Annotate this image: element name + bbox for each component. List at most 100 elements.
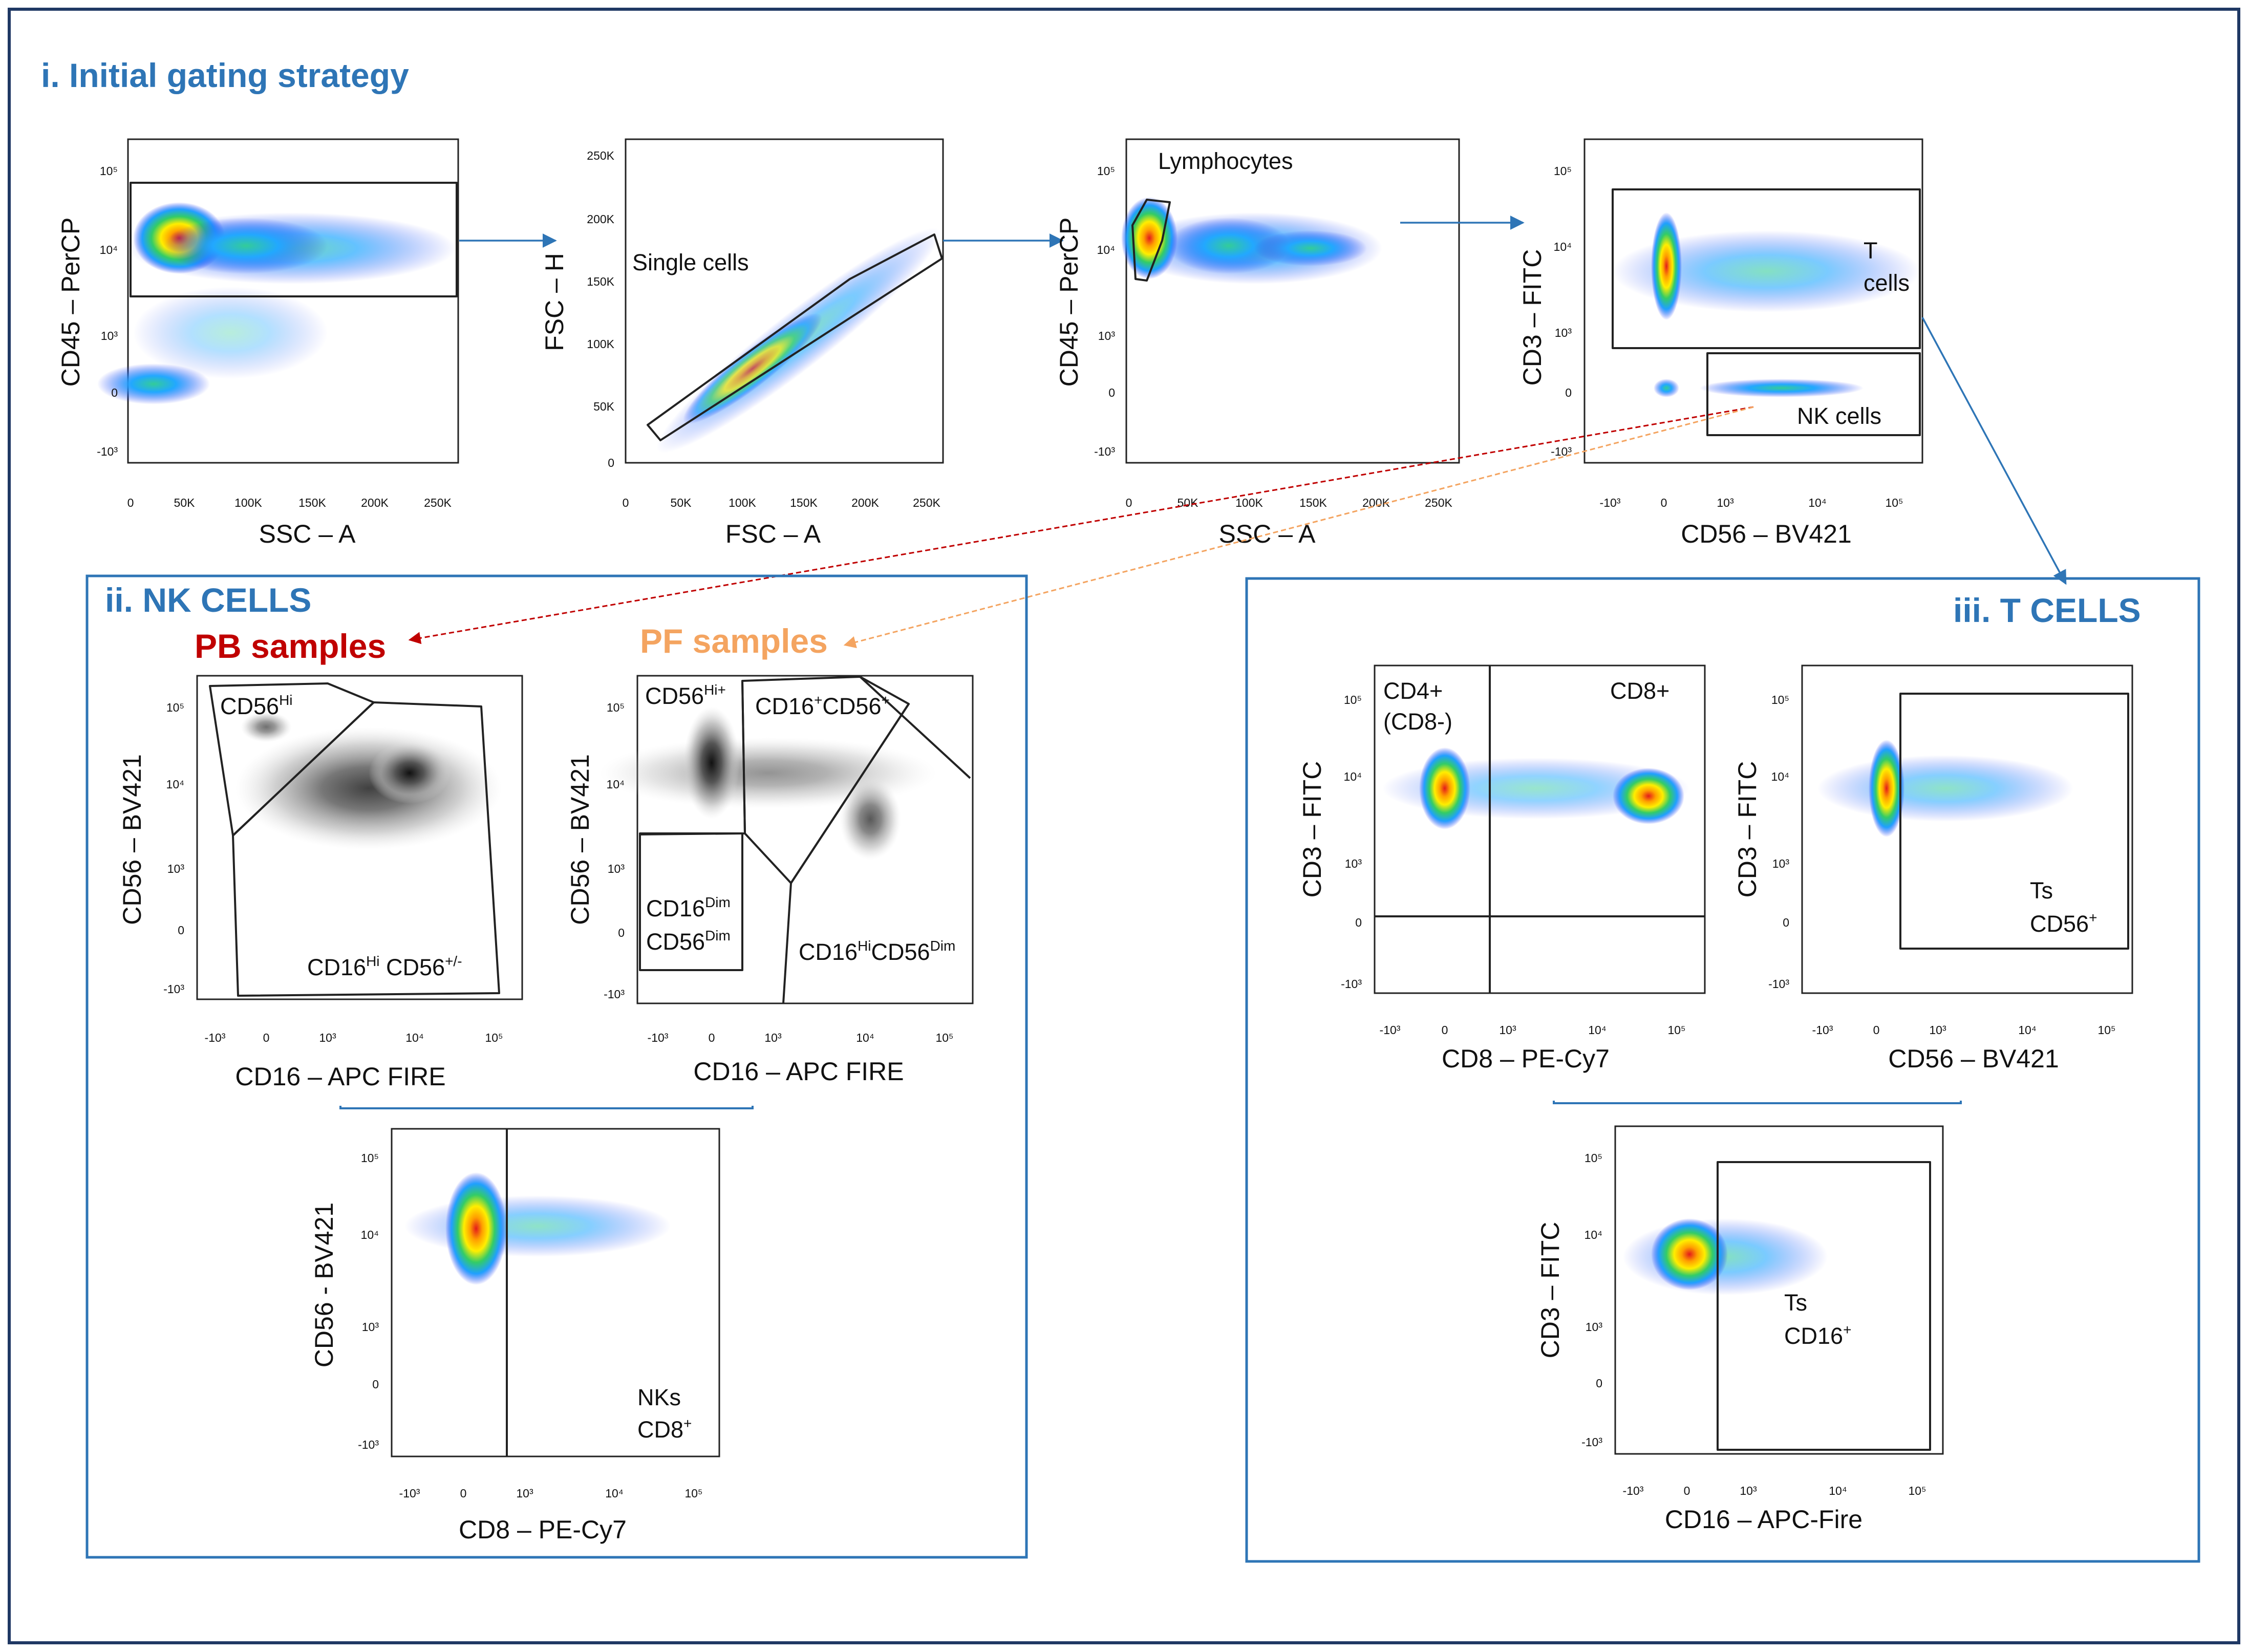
tick-label: 10⁵ (166, 701, 184, 714)
bracket-t (1553, 1101, 1962, 1104)
plot-frame (391, 1128, 720, 1457)
events-layer (404, 1172, 671, 1285)
section-box-nk (85, 574, 1028, 1559)
tick-label: 10⁵ (2097, 1023, 2115, 1037)
plot-frame (1801, 664, 2133, 994)
tick-label: -10³ (1812, 1023, 1833, 1037)
gate-label-cd56plus: CD56+ (2030, 910, 2097, 937)
tick-label: 200K (361, 496, 389, 509)
gate-label-cd8plus-t: CD8+ (1610, 678, 1669, 704)
tick-label: 150K (587, 275, 614, 288)
tick-label: 10⁴ (100, 243, 118, 256)
tick-label: -10³ (97, 445, 118, 458)
x-axis-label: CD16 – APC-Fire (1665, 1505, 1862, 1534)
y-axis-label: FSC – H (540, 253, 569, 351)
tick-label: 0 (111, 386, 118, 399)
tick-label: 10⁵ (684, 1487, 702, 1500)
gate-label-cd16hi-cd56dim: CD16HiCD56Dim (799, 938, 955, 965)
tick-label: -10³ (205, 1031, 226, 1044)
x-axis-label: SSC – A (259, 520, 356, 548)
tick-label: 0 (1126, 496, 1132, 509)
tick-label: -10³ (1581, 1435, 1602, 1449)
tick-label: 250K (424, 496, 452, 509)
cd16hi-gate (232, 701, 500, 997)
tick-label: -10³ (1094, 445, 1115, 458)
title-pf-samples: PF samples (640, 622, 828, 660)
tick-label: 250K (587, 149, 614, 162)
tick-label: 10⁴ (607, 778, 625, 791)
gate-label-cd16plus-cd56plus: CD16+CD56+ (755, 692, 890, 719)
cd16hi-cd56dim-gate-left (782, 703, 910, 1004)
gate-label-ts-cd16: Ts (1784, 1290, 1807, 1316)
tick-label: 10⁵ (1885, 496, 1903, 509)
gate-label-lymphocytes: Lymphocytes (1158, 148, 1293, 174)
tick-label: -10³ (163, 982, 184, 996)
tick-label: 100K (1235, 496, 1263, 509)
tick-label: 10³ (608, 862, 625, 875)
gate-label-t: T (1864, 238, 1878, 264)
tick-label: 100K (234, 496, 262, 509)
tick-label: 0 (1108, 386, 1115, 399)
plot-t-cd3-cd8: CD4+ (CD8-) CD8+ 10⁵ 10⁴ 10³ 0 -10³ -10³… (1298, 664, 1706, 1073)
events-layer (1382, 747, 1689, 829)
tick-label: 10³ (1717, 496, 1734, 509)
tick-label: 10⁵ (1344, 693, 1362, 706)
tick-label: 10³ (1772, 857, 1790, 870)
tick-label: -10³ (648, 1031, 669, 1044)
tick-label: 10⁴ (166, 778, 184, 791)
tick-label: 0 (623, 496, 629, 509)
section-box-t (1245, 577, 2200, 1563)
tick-label: 10³ (319, 1031, 336, 1044)
tick-label: 50K (671, 496, 692, 509)
tick-label: 10⁴ (1808, 496, 1826, 509)
bracket-nk (339, 1106, 754, 1109)
tick-label: 10⁴ (856, 1031, 874, 1044)
y-axis-label: CD3 – FITC (1518, 249, 1547, 386)
y-axis-label: CD56 – BV421 (566, 754, 594, 925)
events-layer (1623, 1218, 1828, 1295)
plot-cd3-cd56: T cells NK cells 10⁵ 10⁴ 10³ 0 -10³ -10³… (1518, 138, 1923, 548)
y-axis-label: CD3 – FITC (1536, 1222, 1565, 1359)
tick-label: 50K (1177, 496, 1199, 509)
tick-label: 10⁵ (1771, 693, 1789, 706)
tick-label: 0 (1355, 916, 1362, 929)
tick-label: 10⁴ (1585, 1228, 1602, 1241)
tick-label: 10⁵ (1908, 1484, 1926, 1497)
tick-label: -10³ (1600, 496, 1621, 509)
lymphocyte-gate (1131, 199, 1171, 282)
tick-label: 10⁵ (1667, 1023, 1685, 1037)
section-title-nk: ii. NK CELLS (105, 581, 311, 619)
y-axis-label: CD45 – PerCP (56, 218, 85, 387)
tick-label: 100K (587, 337, 614, 351)
arrow-t-to-tsection (1921, 317, 2067, 585)
gate-label-cd16dim: CD16Dim (646, 894, 731, 921)
y-axis-label: CD3 – FITC (1733, 761, 1762, 898)
x-axis-label: CD8 – PE-Cy7 (459, 1515, 627, 1544)
gate-label-cd8neg: (CD8-) (1383, 709, 1452, 735)
gate-label-cd56hi: CD56Hi (220, 692, 293, 719)
tick-label: 10³ (764, 1031, 782, 1044)
x-axis-label: FSC – A (725, 520, 821, 548)
tick-label: 10⁴ (2018, 1023, 2036, 1037)
tick-label: 10⁵ (485, 1031, 503, 1044)
tick-label: 50K (174, 496, 196, 509)
tick-label: -10³ (1341, 977, 1362, 991)
events-layer (97, 202, 456, 404)
plot-pf-cd56-cd16: CD56Hi+ CD16+CD56+ CD16Dim CD56Dim CD16H… (566, 675, 974, 1086)
gate-label-cd16plus: CD16+ (1784, 1322, 1851, 1349)
tick-label: 0 (618, 926, 625, 939)
plot-frame (1125, 138, 1460, 464)
tick-label: 10⁴ (1344, 770, 1362, 783)
plot-t-cd3-cd16: Ts CD16+ 10⁵ 10⁴ 10³ 0 -10³ -10³ 0 10³ 1… (1536, 1125, 1944, 1534)
tick-label: -10³ (1768, 977, 1789, 991)
tick-label: 0 (1442, 1023, 1448, 1037)
tick-label: 250K (1425, 496, 1452, 509)
ts-cd56plus-gate (1899, 693, 2129, 950)
tick-label: 0 (1873, 1023, 1880, 1037)
x-axis-label: CD16 – APC FIRE (693, 1057, 904, 1086)
gate-label-ts: Ts (2030, 877, 2053, 904)
tick-label: 10³ (1586, 1320, 1603, 1334)
events-layer (1613, 212, 1920, 397)
tick-label: 0 (1596, 1377, 1602, 1390)
tick-label: 10³ (1555, 326, 1572, 339)
